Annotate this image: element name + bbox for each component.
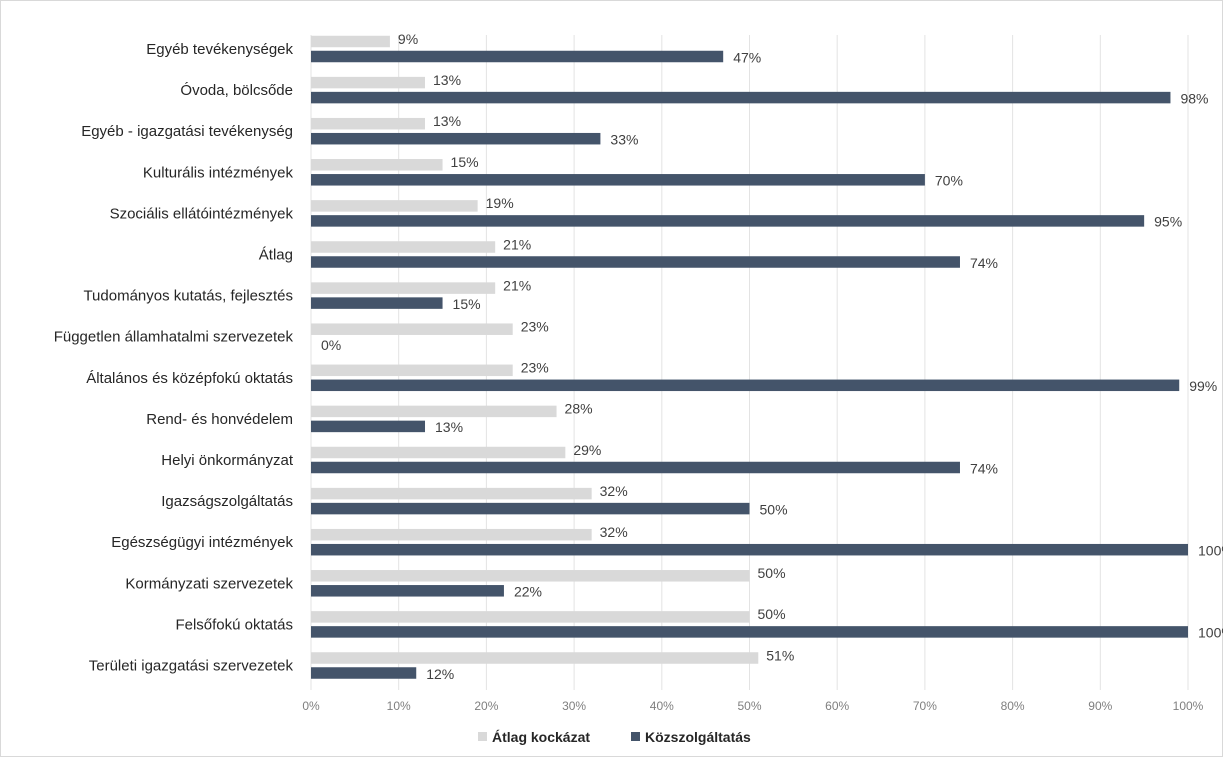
data-label: 23% xyxy=(521,318,549,334)
category-label: Általános és középfokú oktatás xyxy=(86,370,293,387)
data-label: 50% xyxy=(758,565,786,581)
bar-kozszolgaltatas xyxy=(311,543,1188,556)
data-label: 50% xyxy=(758,606,786,622)
bar-atlag-kockazat xyxy=(311,117,426,130)
bar-kozszolgaltatas xyxy=(311,50,724,63)
bar-kozszolgaltatas xyxy=(311,626,1188,638)
data-label: 95% xyxy=(1154,214,1182,230)
category-label: Egyéb - igazgatási tevékenység xyxy=(81,123,293,140)
bar-kozszolgaltatas xyxy=(311,215,1145,227)
x-tick-label: 80% xyxy=(1001,699,1025,713)
data-label: 32% xyxy=(600,524,628,540)
bar-kozszolgaltatas xyxy=(311,420,426,433)
category-label: Rend- és honvédelem xyxy=(146,411,293,428)
bar-atlag-kockazat xyxy=(311,159,443,171)
legend-swatch xyxy=(478,732,487,741)
bar-kozszolgaltatas xyxy=(311,174,925,186)
data-label: 70% xyxy=(935,173,963,189)
data-label: 0% xyxy=(321,337,341,353)
x-tick-label: 90% xyxy=(1088,699,1112,713)
category-label: Egészségügyi intézmények xyxy=(111,534,293,551)
bar-kozszolgaltatas xyxy=(311,132,601,145)
x-tick-label: 10% xyxy=(387,699,411,713)
bar-atlag-kockazat xyxy=(311,487,592,500)
bar-kozszolgaltatas xyxy=(311,379,1180,392)
category-label: Tudományos kutatás, fejlesztés xyxy=(83,288,293,305)
bar-atlag-kockazat xyxy=(311,241,496,253)
x-tick-label: 50% xyxy=(737,699,761,713)
bar-atlag-kockazat xyxy=(311,405,557,418)
bar-kozszolgaltatas xyxy=(311,667,417,679)
data-label: 22% xyxy=(514,584,542,600)
bar-kozszolgaltatas xyxy=(311,91,1171,104)
data-label: 23% xyxy=(521,360,549,376)
bar-atlag-kockazat xyxy=(311,611,750,623)
bar-kozszolgaltatas xyxy=(311,502,750,515)
bar-atlag-kockazat xyxy=(311,570,750,582)
category-label: Szociális ellátóintézmények xyxy=(110,205,294,222)
data-label: 9% xyxy=(398,31,418,47)
data-label: 13% xyxy=(433,113,461,129)
x-tick-label: 40% xyxy=(650,699,674,713)
data-label: 13% xyxy=(433,72,461,88)
category-label: Kulturális intézmények xyxy=(143,164,294,181)
data-label: 15% xyxy=(451,154,479,170)
bar-atlag-kockazat xyxy=(311,35,390,48)
x-tick-label: 60% xyxy=(825,699,849,713)
data-label: 15% xyxy=(453,296,481,312)
data-label: 47% xyxy=(733,49,761,65)
bar-kozszolgaltatas xyxy=(311,461,960,474)
x-tick-label: 30% xyxy=(562,699,586,713)
category-label: Igazságszolgáltatás xyxy=(161,493,293,510)
bar-kozszolgaltatas xyxy=(311,585,504,597)
bar-atlag-kockazat xyxy=(311,323,513,335)
bar-atlag-kockazat xyxy=(311,364,513,377)
x-tick-label: 0% xyxy=(302,699,320,713)
data-label: 32% xyxy=(600,483,628,499)
data-label: 19% xyxy=(486,195,514,211)
data-label: 74% xyxy=(970,460,998,476)
bar-kozszolgaltatas xyxy=(311,297,443,309)
data-label: 21% xyxy=(503,277,531,293)
x-tick-label: 70% xyxy=(913,699,937,713)
data-label: 12% xyxy=(426,666,454,682)
bar-atlag-kockazat xyxy=(311,446,566,459)
data-label: 13% xyxy=(435,419,463,435)
bar-atlag-kockazat xyxy=(311,528,592,541)
data-label: 100% xyxy=(1198,625,1223,641)
category-label: Felsőfokú oktatás xyxy=(175,616,293,633)
category-label: Kormányzati szervezetek xyxy=(125,575,293,592)
legend-label: Közszolgáltatás xyxy=(645,729,751,745)
data-label: 29% xyxy=(573,442,601,458)
data-label: 21% xyxy=(503,236,531,252)
category-label: Területi igazgatási szervezetek xyxy=(89,658,294,675)
x-tick-label: 100% xyxy=(1173,699,1204,713)
data-label: 100% xyxy=(1198,542,1223,558)
x-tick-label: 20% xyxy=(474,699,498,713)
legend-label: Átlag kockázat xyxy=(492,729,590,745)
bar-atlag-kockazat xyxy=(311,200,478,212)
category-label: Független államhatalmi szervezetek xyxy=(54,329,294,346)
bar-atlag-kockazat xyxy=(311,282,496,294)
data-label: 50% xyxy=(760,501,788,517)
data-label: 28% xyxy=(565,401,593,417)
data-label: 99% xyxy=(1189,378,1217,394)
data-label: 74% xyxy=(970,255,998,271)
bar-atlag-kockazat xyxy=(311,76,426,89)
data-label: 33% xyxy=(610,131,638,147)
legend-swatch xyxy=(631,732,640,741)
bar-atlag-kockazat xyxy=(311,652,759,664)
data-label: 51% xyxy=(766,647,794,663)
category-label: Átlag xyxy=(259,247,293,264)
bar-kozszolgaltatas xyxy=(311,256,960,268)
data-label: 98% xyxy=(1180,90,1208,106)
category-label: Helyi önkormányzat xyxy=(161,452,294,469)
category-label: Egyéb tevékenységek xyxy=(146,41,293,58)
category-label: Óvoda, bölcsőde xyxy=(180,82,293,99)
